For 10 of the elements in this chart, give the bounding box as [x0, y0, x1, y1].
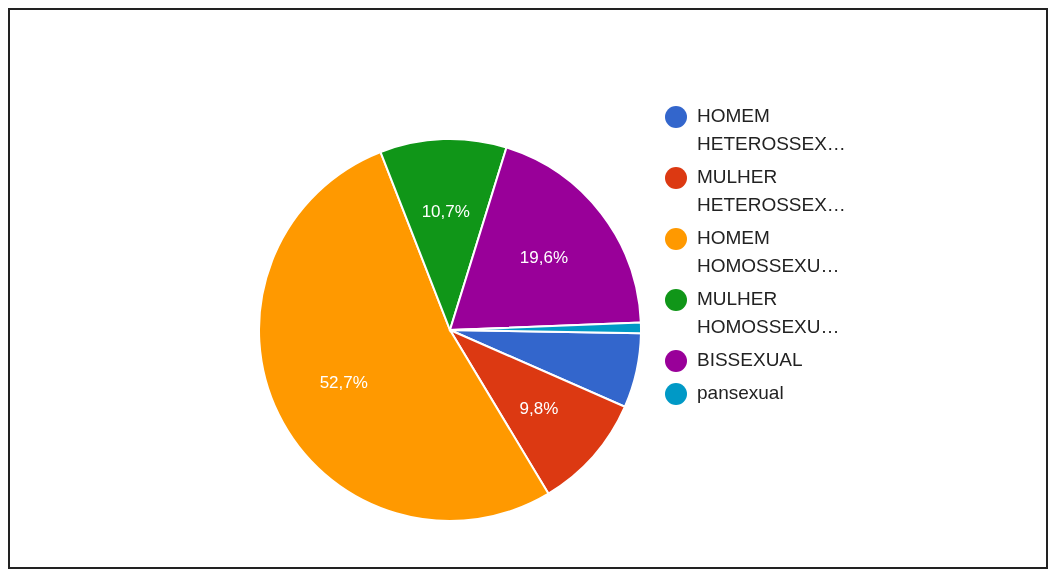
- legend-label: pansexual: [697, 381, 785, 405]
- data-label: 9,8%: [519, 398, 559, 418]
- data-label: 10,7%: [421, 202, 470, 222]
- legend-label: HOMEM HOMOSSEXU…: [697, 226, 841, 278]
- legend-label: BISSEXUAL: [697, 348, 804, 372]
- legend-label: MULHER HETEROSSEX…: [697, 165, 847, 217]
- legend-label: HOMEM HETEROSSEX…: [697, 104, 847, 156]
- data-label: 19,6%: [519, 248, 569, 268]
- data-label: 52,7%: [319, 372, 368, 392]
- legend-label: MULHER HOMOSSEXU…: [697, 287, 841, 339]
